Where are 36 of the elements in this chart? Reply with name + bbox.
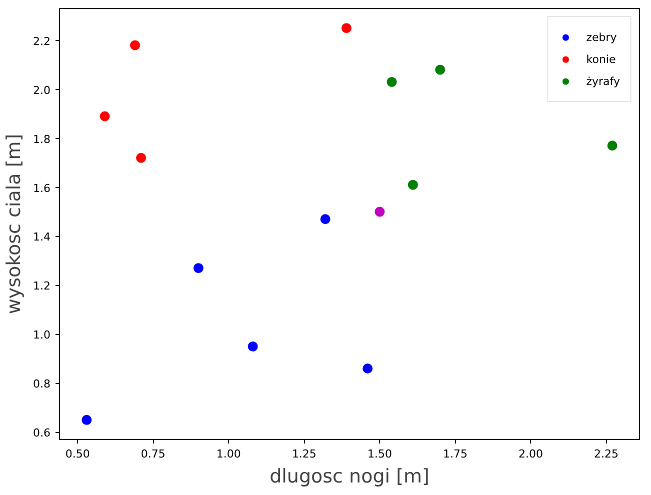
point <box>607 140 618 151</box>
point <box>386 76 397 87</box>
y-tick-label: 0.8 <box>33 378 51 391</box>
y-axis-title: wysokosc ciala [m] <box>3 134 26 314</box>
point <box>100 111 110 122</box>
x-tick-label: 0.50 <box>65 448 90 460</box>
point <box>435 64 446 75</box>
y-tick-label: 1.8 <box>33 132 51 146</box>
legend-label: żyrafy <box>586 74 620 88</box>
point <box>82 414 92 425</box>
x-tick-label: 0.75 <box>140 448 166 460</box>
y-tick-label: 1.2 <box>33 280 51 293</box>
point <box>248 341 258 352</box>
y-tick-label: 2.0 <box>33 84 51 97</box>
y-tick-label: 2.2 <box>33 34 51 48</box>
y-tick-label: 0.6 <box>33 426 51 440</box>
x-tick-label: 1.25 <box>292 448 316 460</box>
x-tick-label: 2.00 <box>518 448 544 460</box>
point <box>136 152 146 163</box>
y-tick-label: 1.4 <box>33 230 51 244</box>
point <box>320 214 330 224</box>
point <box>193 263 204 274</box>
point <box>341 23 352 34</box>
x-axis-title: dlugosc nogi [m] <box>270 466 430 488</box>
point <box>374 206 385 217</box>
legend-label: zebry <box>586 30 617 44</box>
point <box>130 40 140 50</box>
legend-label: konie <box>586 52 616 66</box>
y-tick-label: 1.6 <box>33 182 51 195</box>
x-tick-label: 1.50 <box>367 448 392 460</box>
y-tick-label: 1.0 <box>33 328 51 342</box>
x-tick-label: 1.00 <box>216 448 241 460</box>
point <box>362 363 373 374</box>
x-tick-label: 1.75 <box>442 448 468 460</box>
point <box>408 180 418 190</box>
x-tick-label: 2.25 <box>594 448 619 460</box>
